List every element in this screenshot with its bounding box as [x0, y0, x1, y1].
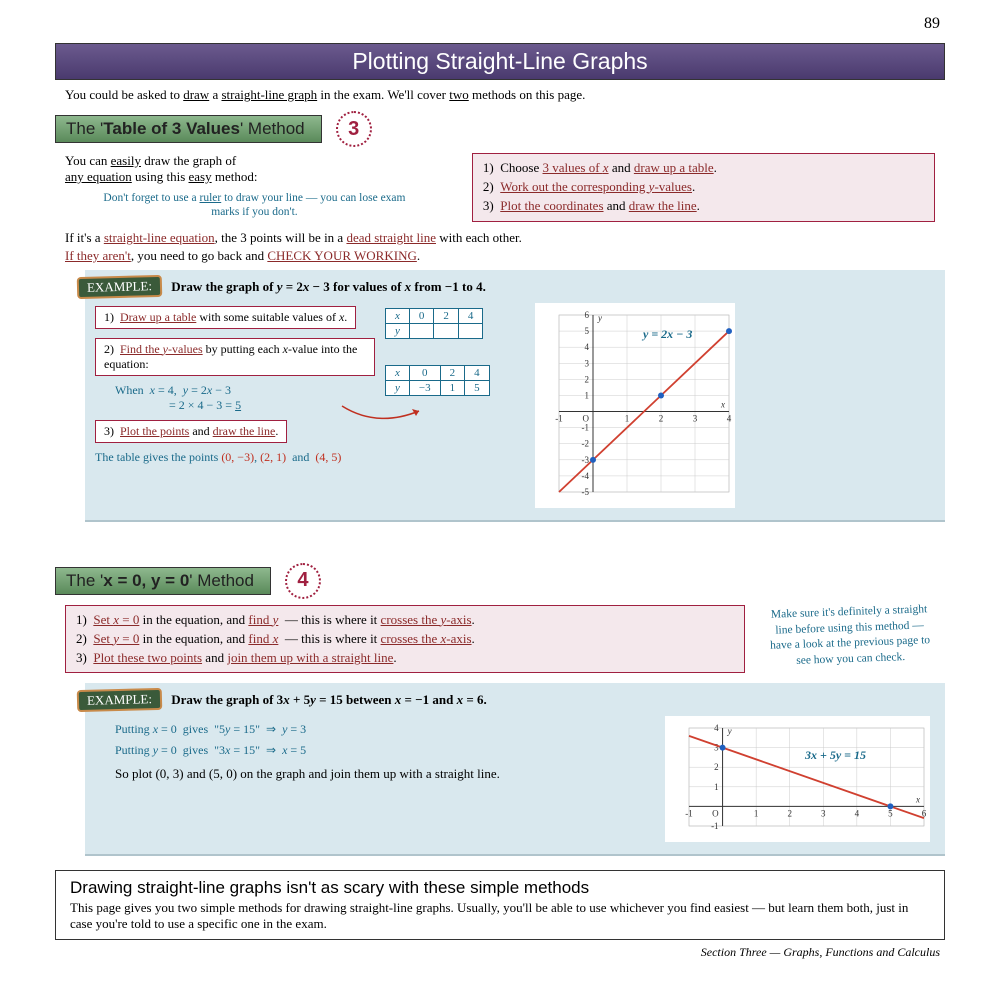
grade-badge-4: 4	[285, 563, 321, 599]
summary-box: Drawing straight-line graphs isn't as sc…	[55, 870, 945, 940]
svg-text:y: y	[727, 726, 732, 736]
svg-text:x: x	[915, 795, 920, 805]
svg-text:1: 1	[625, 413, 630, 423]
svg-text:x: x	[720, 399, 725, 409]
summary-body: This page gives you two simple methods f…	[70, 900, 930, 932]
svg-text:y: y	[597, 313, 602, 323]
svg-text:-1: -1	[555, 413, 563, 423]
svg-text:2: 2	[787, 809, 792, 819]
footer: Section Three — Graphs, Functions and Ca…	[55, 945, 945, 960]
chart: -1123456-11234Oxy3x + 5y = 15	[665, 716, 930, 842]
intro-text: You could be asked to draw a straight-li…	[65, 87, 935, 103]
svg-text:5: 5	[888, 809, 893, 819]
svg-text:1: 1	[754, 809, 759, 819]
svg-text:y = 2x − 3: y = 2x − 3	[641, 327, 692, 341]
svg-text:-1: -1	[685, 809, 693, 819]
svg-text:O: O	[712, 809, 719, 819]
svg-text:4: 4	[855, 809, 860, 819]
example-tag: EXAMPLE:	[77, 275, 163, 299]
svg-text:3: 3	[821, 809, 826, 819]
grade-badge-3: 3	[336, 111, 372, 147]
side-tip: Make sure it's definitely a straight lin…	[764, 602, 936, 676]
svg-text:4: 4	[727, 413, 732, 423]
svg-text:-2: -2	[582, 439, 590, 449]
svg-text:3: 3	[585, 358, 590, 368]
svg-text:2: 2	[714, 763, 719, 773]
page-number: 89	[924, 15, 940, 33]
svg-text:2: 2	[585, 374, 590, 384]
svg-text:4: 4	[714, 723, 719, 733]
svg-text:4: 4	[585, 342, 590, 352]
section1-followup: If it's a straight-line equation, the 3 …	[65, 229, 935, 265]
svg-text:-4: -4	[582, 471, 590, 481]
svg-text:5: 5	[585, 326, 590, 336]
svg-text:-1: -1	[711, 821, 719, 831]
page-title: Plotting Straight-Line Graphs	[55, 43, 945, 80]
section1-intro: You can easily draw the graph ofany equa…	[65, 153, 444, 185]
svg-text:1: 1	[585, 390, 590, 400]
example2: EXAMPLE: Draw the graph of 3x + 5y = 15 …	[85, 683, 945, 856]
svg-text:-1: -1	[582, 423, 590, 433]
example-tag: EXAMPLE:	[77, 688, 163, 712]
svg-text:3: 3	[693, 413, 698, 423]
svg-text:3x + 5y = 15: 3x + 5y = 15	[804, 748, 866, 762]
section2-header: The 'x = 0, y = 0' Method 4	[55, 563, 945, 599]
arrow-icon	[337, 403, 427, 431]
chart: -11234-5-4-3-2-1123456Oxyy = 2x − 3	[535, 303, 735, 508]
svg-text:1: 1	[714, 782, 719, 792]
summary-title: Drawing straight-line graphs isn't as sc…	[70, 878, 930, 898]
example1: EXAMPLE: Draw the graph of y = 2x − 3 fo…	[85, 270, 945, 522]
section1-header: The 'Table of 3 Values' Method 3	[55, 111, 945, 147]
ruler-tip: Don't forget to use a ruler to draw your…	[95, 191, 414, 220]
svg-text:2: 2	[659, 413, 664, 423]
section2-steps: 1) Set x = 0 in the equation, and find y…	[65, 605, 745, 674]
section1-steps: 1) Choose 3 values of x and draw up a ta…	[472, 153, 935, 222]
svg-text:6: 6	[585, 310, 590, 320]
svg-text:O: O	[583, 413, 590, 423]
svg-text:-5: -5	[582, 487, 590, 497]
